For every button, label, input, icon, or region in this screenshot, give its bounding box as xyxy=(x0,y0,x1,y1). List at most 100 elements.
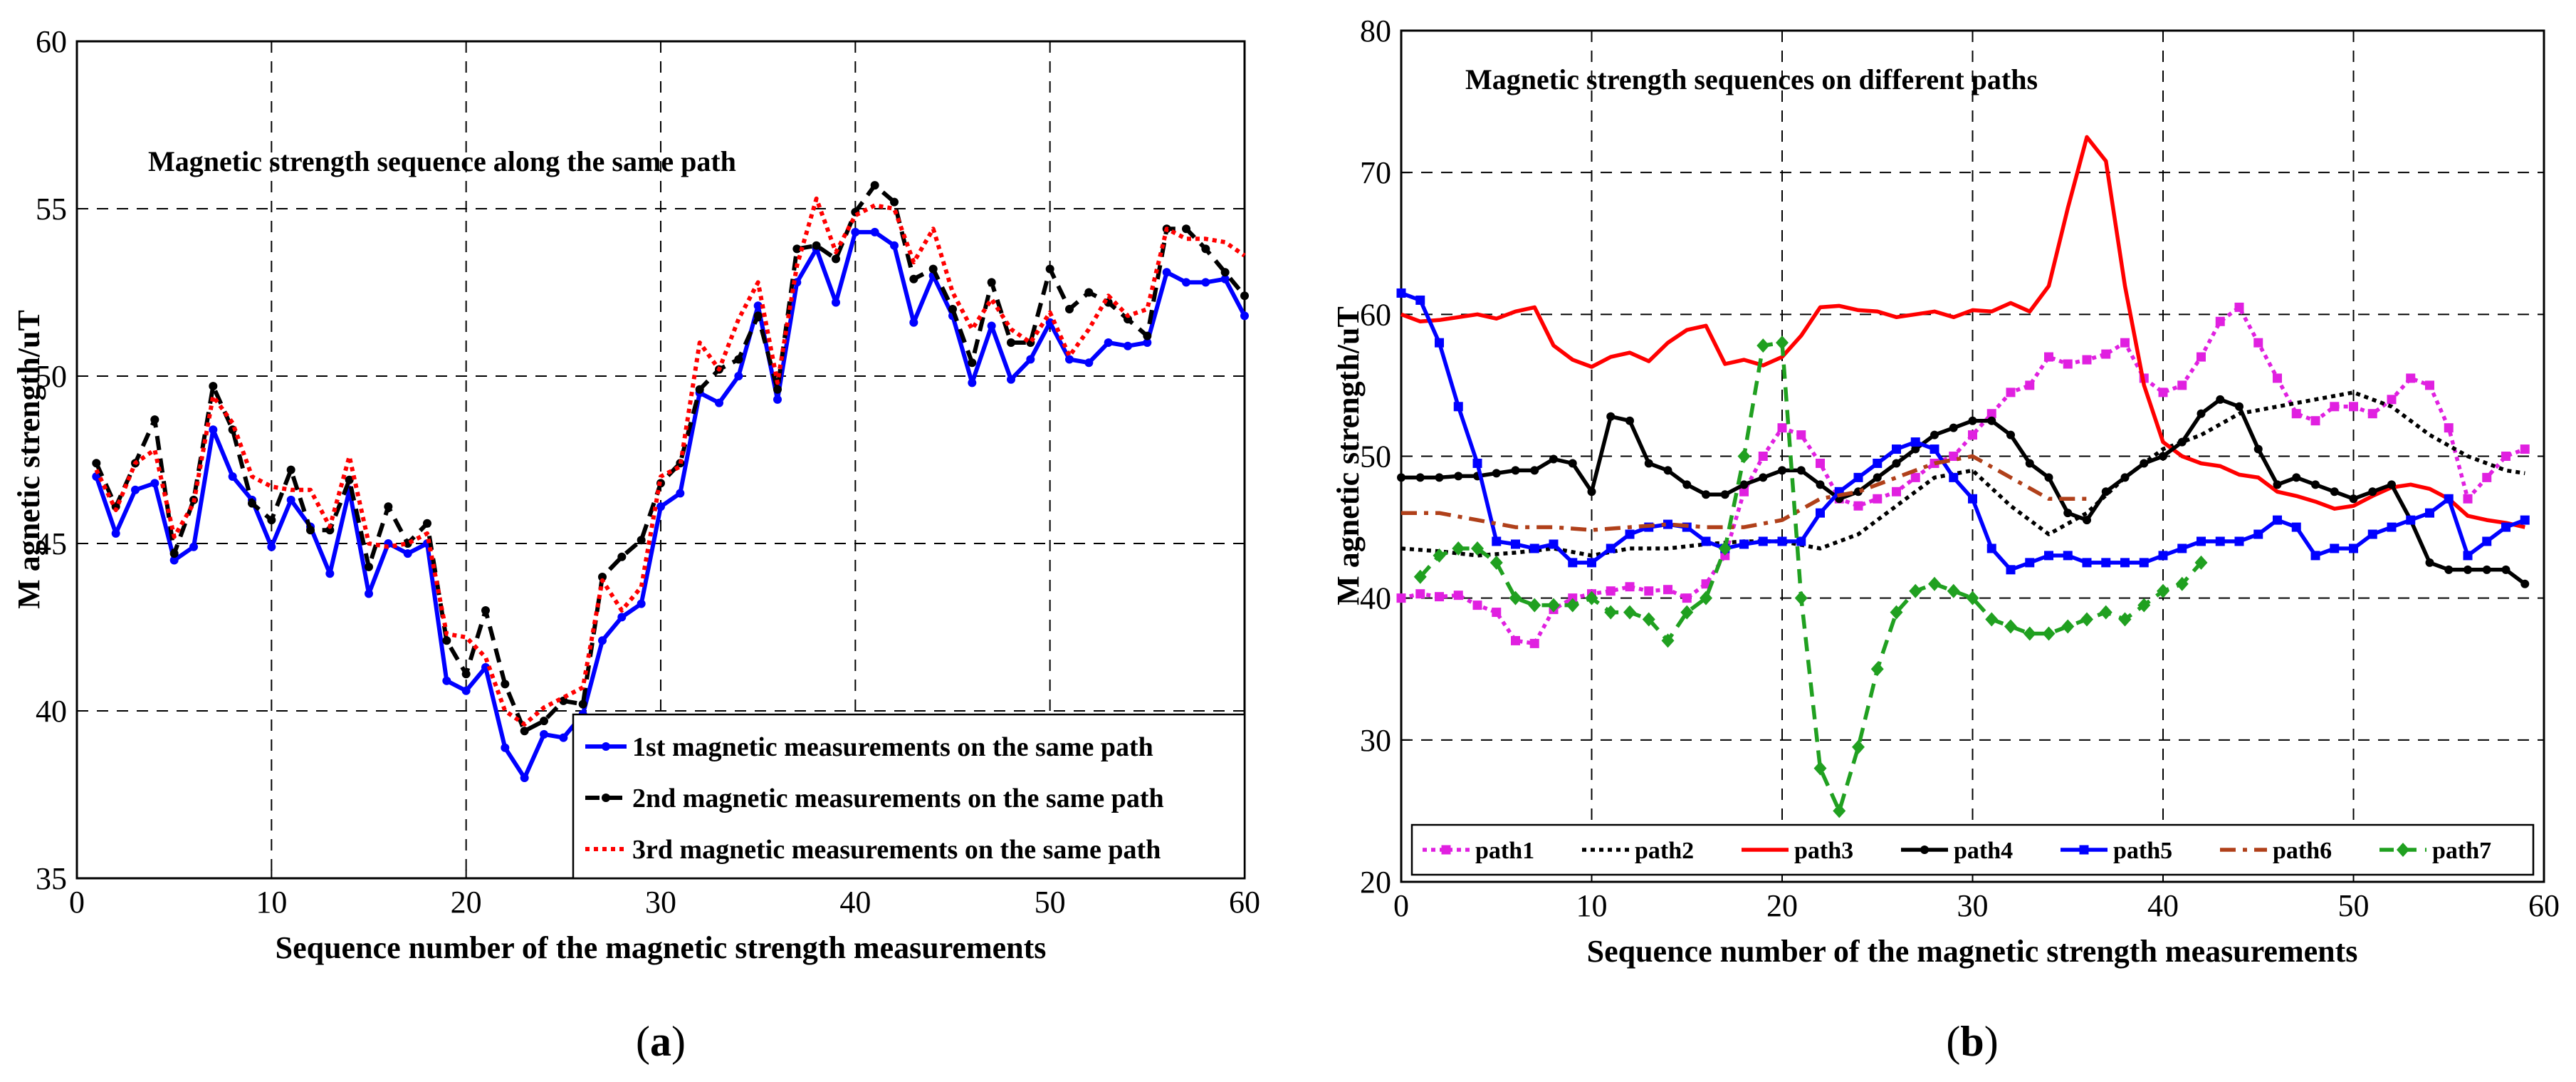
chart-b-series-7 xyxy=(1413,335,2208,818)
chart-a-data-point xyxy=(461,670,471,679)
chart-a-data-point xyxy=(753,311,763,321)
chart-a-data-point xyxy=(461,686,471,695)
chart-b-data-point xyxy=(1396,593,1406,603)
chart-b-data-point xyxy=(1606,586,1616,596)
chart-b-x-tick-labels: 0 10 20 30 40 50 60 xyxy=(1393,873,2560,923)
chart-a-y-tick-label: 60 xyxy=(36,24,67,59)
chart-a-data-point xyxy=(1007,338,1015,347)
chart-b-data-point xyxy=(1682,593,1692,603)
chart-a-data-point xyxy=(286,495,295,504)
chart-b-data-point xyxy=(2291,409,2301,419)
chart-b-data-point xyxy=(1700,591,1712,605)
chart-b-inner-title: Magnetic strength sequences on different… xyxy=(1465,63,2038,95)
chart-b-data-point xyxy=(1852,739,1865,754)
chart-a-data-point xyxy=(520,727,529,736)
chart-b-data-point xyxy=(2501,565,2510,574)
chart-a-y-axis-label: M agnetic strength/uT xyxy=(11,310,46,609)
chart-b-data-point xyxy=(1433,548,1446,563)
chart-b-data-point xyxy=(2063,551,2073,561)
chart-b-data-point xyxy=(2042,626,2056,641)
chart-b-data-point xyxy=(2177,380,2187,390)
chart-a-y-tick-label: 35 xyxy=(36,861,67,896)
chart-a-data-point xyxy=(520,774,529,782)
chart-b-data-point xyxy=(2080,612,2093,627)
chart-a-data-point xyxy=(656,502,665,511)
chart-b-data-point xyxy=(2464,565,2472,574)
chart-a-data-point xyxy=(812,241,821,250)
chart-b-data-point xyxy=(2025,558,2035,568)
chart-a-data-point xyxy=(773,385,782,394)
chart-b-data-point xyxy=(1853,472,1863,482)
chart-a-data-point xyxy=(1007,375,1015,384)
chart-a-series-1 xyxy=(92,227,1249,782)
chart-b-y-tick-label: 50 xyxy=(1360,439,1391,474)
chart-a-series-line xyxy=(94,196,1246,727)
chart-a-data-point xyxy=(481,606,490,615)
chart-b-data-point xyxy=(1413,569,1427,584)
chart-b-y-tick-label: 70 xyxy=(1360,155,1391,190)
chart-b-data-point xyxy=(2330,402,2340,412)
chart-b-data-point xyxy=(2444,494,2454,504)
chart-a-y-tick-label: 40 xyxy=(36,694,67,729)
chart-a-data-point xyxy=(1182,278,1190,287)
chart-b-data-point xyxy=(1947,583,1960,598)
chart-b-data-point xyxy=(1796,430,1806,440)
chart-a-data-point xyxy=(870,227,879,236)
chart-a-data-point xyxy=(442,636,451,645)
chart-a-data-point xyxy=(1201,278,1210,287)
chart-a-legend-box xyxy=(572,713,1246,880)
chart-b-data-point xyxy=(1682,480,1692,489)
chart-b-data-point xyxy=(1910,437,1920,447)
chart-b-data-point xyxy=(1625,416,1634,425)
chart-b-data-point xyxy=(2159,452,2167,461)
chart-a-data-point xyxy=(1104,338,1113,347)
chart-a-data-point xyxy=(501,743,510,752)
chart-b-data-point xyxy=(2444,423,2454,433)
chart-b-data-point xyxy=(1909,583,1922,598)
chart-b-series-5 xyxy=(1396,288,2530,575)
chart-b-data-point xyxy=(2444,565,2454,574)
chart-b-data-point xyxy=(1949,472,1959,482)
chart-b-data-point xyxy=(2006,430,2015,439)
chart-a-data-point xyxy=(1084,288,1094,297)
chart-b-data-point xyxy=(1892,459,1901,468)
chart-b-data-point xyxy=(1528,598,1541,613)
chart-b-data-point xyxy=(1778,466,1786,475)
chart-b-data-point xyxy=(1816,458,1825,468)
chart-b-data-point xyxy=(2387,395,2397,405)
chart-b-data-point xyxy=(2099,605,2112,620)
chart-b-data-point xyxy=(2118,612,2132,627)
chart-b-data-point xyxy=(1892,444,1901,454)
chart-b-data-point xyxy=(2253,338,2263,348)
chart-b-data-point xyxy=(2253,529,2263,539)
chart-b-data-point xyxy=(2177,543,2187,553)
chart-b-data-point xyxy=(2025,459,2034,468)
chart-b-data-point xyxy=(1530,466,1539,475)
chart-b-legend-label: path5 xyxy=(2113,838,2172,864)
chart-b-data-point xyxy=(1529,543,1539,553)
chart-b-legend: path1 path2 path3 path4 path5 path6 path7 xyxy=(1410,823,2535,876)
chart-b-data-point xyxy=(2425,558,2434,567)
chart-a-y-tick-label: 45 xyxy=(36,526,67,561)
chart-b-data-point xyxy=(2120,338,2130,348)
chart-b-data-point xyxy=(2140,459,2149,468)
chart-a-series-line xyxy=(94,183,1247,734)
chart-b-data-point xyxy=(2349,543,2358,553)
chart-a-inner-title: Magnetic strength sequence along the sam… xyxy=(148,145,736,177)
chart-b-data-point xyxy=(1568,459,1577,468)
chart-b-data-point xyxy=(1968,430,1977,440)
chart-a-x-tick-label: 10 xyxy=(256,885,287,920)
chart-b-data-point xyxy=(1587,487,1596,496)
chart-b-y-tick-labels: 20 30 40 50 60 70 80 xyxy=(1360,14,1410,900)
chart-b-series-line xyxy=(1400,135,2525,529)
chart-a-legend: 1st magnetic measurements on the same pa… xyxy=(572,713,1246,880)
chart-a-data-point xyxy=(676,489,685,498)
chart-a-data-point xyxy=(92,459,101,468)
chart-b-data-point xyxy=(2367,529,2377,539)
chart-a-data-point xyxy=(1240,291,1249,301)
chart-a-x-tick-label: 50 xyxy=(1035,885,1066,920)
chart-a-data-point xyxy=(695,385,704,394)
chart-b-data-point xyxy=(1625,529,1635,539)
chart-b-data-point xyxy=(1833,803,1846,818)
